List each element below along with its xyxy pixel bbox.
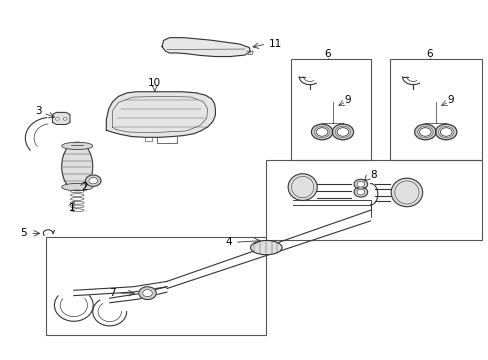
Text: 9: 9 [343, 95, 350, 105]
Bar [389, 59, 481, 161]
Text: 6: 6 [324, 49, 330, 59]
Circle shape [353, 187, 367, 197]
Bar [290, 59, 370, 161]
Circle shape [316, 128, 327, 136]
Text: 5: 5 [20, 228, 27, 238]
Text: 8: 8 [369, 170, 376, 180]
Circle shape [89, 177, 98, 184]
Circle shape [419, 128, 430, 136]
Circle shape [139, 287, 156, 300]
Circle shape [331, 124, 353, 140]
Circle shape [414, 124, 435, 140]
Text: 4: 4 [225, 237, 231, 247]
Ellipse shape [61, 142, 93, 149]
Circle shape [142, 289, 152, 297]
Ellipse shape [287, 174, 317, 201]
Bar [266, 161, 481, 240]
Circle shape [85, 175, 101, 186]
Circle shape [63, 117, 67, 120]
Text: 2: 2 [81, 182, 88, 192]
Circle shape [336, 128, 348, 136]
Text: 9: 9 [447, 95, 453, 105]
Circle shape [356, 189, 364, 195]
Polygon shape [52, 112, 70, 125]
Ellipse shape [390, 178, 422, 207]
Circle shape [440, 128, 451, 136]
Text: 1: 1 [69, 203, 76, 213]
Circle shape [55, 117, 59, 120]
Circle shape [435, 124, 456, 140]
Text: 3: 3 [35, 105, 41, 116]
Ellipse shape [61, 183, 93, 191]
Text: 10: 10 [148, 78, 161, 88]
Text: 11: 11 [268, 39, 281, 49]
Bar [45, 237, 266, 335]
Polygon shape [106, 92, 215, 137]
Circle shape [353, 179, 367, 189]
Circle shape [311, 124, 332, 140]
Circle shape [356, 181, 364, 187]
Text: 7: 7 [109, 288, 115, 298]
Ellipse shape [61, 142, 93, 191]
Ellipse shape [250, 240, 282, 255]
Text: 6: 6 [426, 49, 432, 59]
Polygon shape [162, 38, 250, 57]
